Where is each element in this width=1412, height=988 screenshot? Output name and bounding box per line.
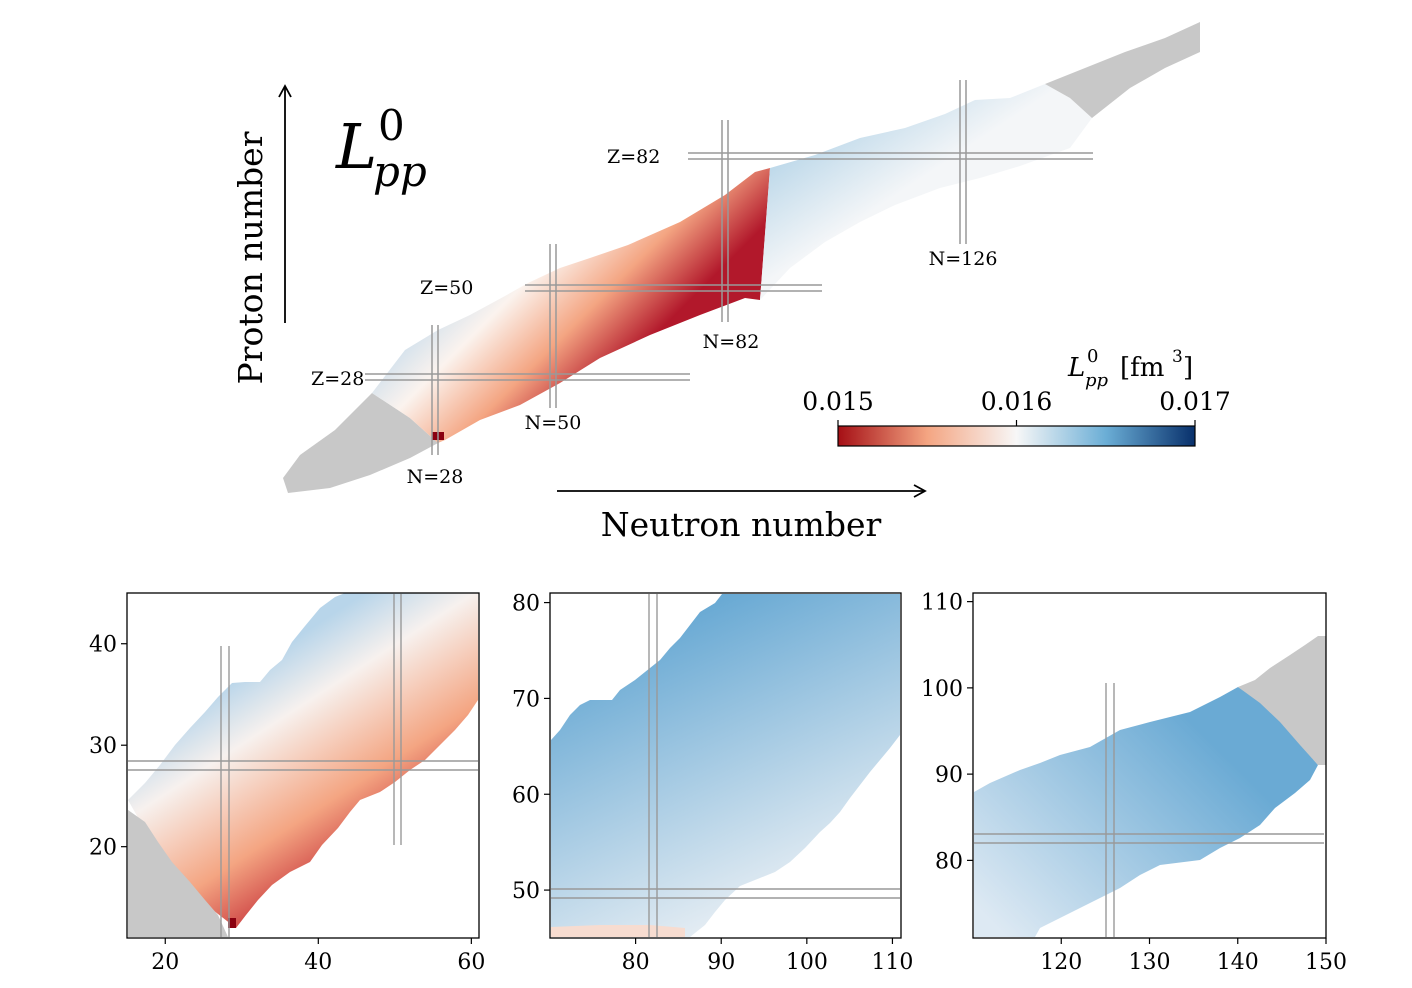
y-tick-label: 70 (512, 687, 540, 712)
inset3-unbound-region (1238, 636, 1326, 765)
cb-unit-sup: 3 (1172, 347, 1183, 367)
y-tick-label: 80 (935, 849, 963, 874)
inset3-ticks: 120 130 140 150 80 90 100 110 (921, 591, 1347, 975)
x-tick-label: 100 (786, 950, 828, 975)
magic-label-n50: N=50 (525, 412, 582, 434)
y-tick-label: 30 (89, 734, 117, 759)
y-tick-label: 40 (89, 633, 117, 658)
magic-lines-main (365, 80, 1093, 455)
symbol-superscript: 0 (378, 101, 405, 150)
main-chart (283, 22, 1200, 493)
unbound-region-heavy (1045, 22, 1200, 118)
colorbar-tick-label: 0.017 (1159, 387, 1231, 416)
inset1-unbound-region (128, 810, 228, 937)
inset-1: 20 40 60 20 30 40 (89, 592, 485, 975)
x-tick-label: 80 (622, 950, 650, 975)
y-tick-label: 90 (935, 763, 963, 788)
y-tick-label: 50 (512, 879, 540, 904)
inset2-magic-lines (551, 594, 900, 937)
inset-2: 80 90 100 110 50 60 70 80 (512, 592, 913, 975)
y-tick-label: 20 (89, 836, 117, 861)
symbol-letter: L (335, 110, 377, 183)
inset2-ticks: 80 90 100 110 50 60 70 80 (512, 592, 913, 975)
x-tick-label: 90 (707, 950, 735, 975)
inset1-ticks: 20 40 60 20 30 40 (89, 633, 485, 975)
colorbar-title: L pp 0 [fm 3 ] (1067, 339, 1193, 393)
symbol-subscript: pp (373, 147, 427, 196)
axis-arrows (278, 84, 927, 498)
inset2-frame (549, 592, 902, 939)
y-tick-label: 60 (512, 783, 540, 808)
cb-unit: [fm (1120, 353, 1164, 383)
inset2-pink-region (551, 925, 685, 937)
inset-3: 120 130 140 150 80 90 100 110 (921, 591, 1347, 975)
x-tick-label: 60 (457, 950, 485, 975)
inset1-frame (126, 592, 480, 939)
colorbar-tick-label: 0.016 (981, 387, 1053, 416)
bound-region-upper (760, 84, 1092, 300)
magic-label-z28: Z=28 (311, 368, 364, 390)
colorbar: L pp 0 [fm 3 ] 0.015 0.016 0.017 (802, 339, 1231, 447)
x-axis-title: Neutron number (601, 505, 882, 544)
x-tick-label: 150 (1305, 950, 1347, 975)
cb-subscript: pp (1085, 370, 1109, 391)
colorbar-tick-label: 0.015 (802, 387, 874, 416)
cb-superscript: 0 (1087, 346, 1098, 367)
inset2-bound-region (551, 594, 900, 937)
unbound-region-light (283, 393, 438, 493)
cb-symbol: L (1067, 353, 1085, 383)
magic-label-n126: N=126 (929, 248, 998, 270)
y-tick-label: 80 (512, 592, 540, 617)
inset3-bound-region (974, 687, 1318, 937)
inset1-dark-cell (228, 918, 236, 928)
y-axis-title: Proton number (231, 131, 270, 384)
magic-label-z50: Z=50 (420, 277, 473, 299)
inset3-magic-lines (974, 683, 1324, 937)
y-tick-label: 100 (921, 677, 963, 702)
quantity-symbol: L pp 0 (335, 101, 432, 196)
colorbar-bar (837, 425, 1196, 447)
x-tick-label: 130 (1129, 950, 1171, 975)
magic-label-z82: Z=82 (607, 146, 660, 168)
cb-unit-close: ] (1183, 353, 1193, 383)
x-tick-label: 110 (871, 950, 913, 975)
x-tick-label: 120 (1040, 950, 1082, 975)
x-tick-label: 140 (1217, 950, 1259, 975)
inset1-magic-lines (128, 594, 478, 937)
x-tick-label: 20 (151, 950, 179, 975)
x-tick-label: 40 (304, 950, 332, 975)
magic-label-n28: N=28 (407, 466, 464, 488)
magic-label-n82: N=82 (703, 331, 760, 353)
colorbar-ticks: 0.015 0.016 0.017 (802, 387, 1231, 426)
y-tick-label: 110 (921, 591, 963, 616)
